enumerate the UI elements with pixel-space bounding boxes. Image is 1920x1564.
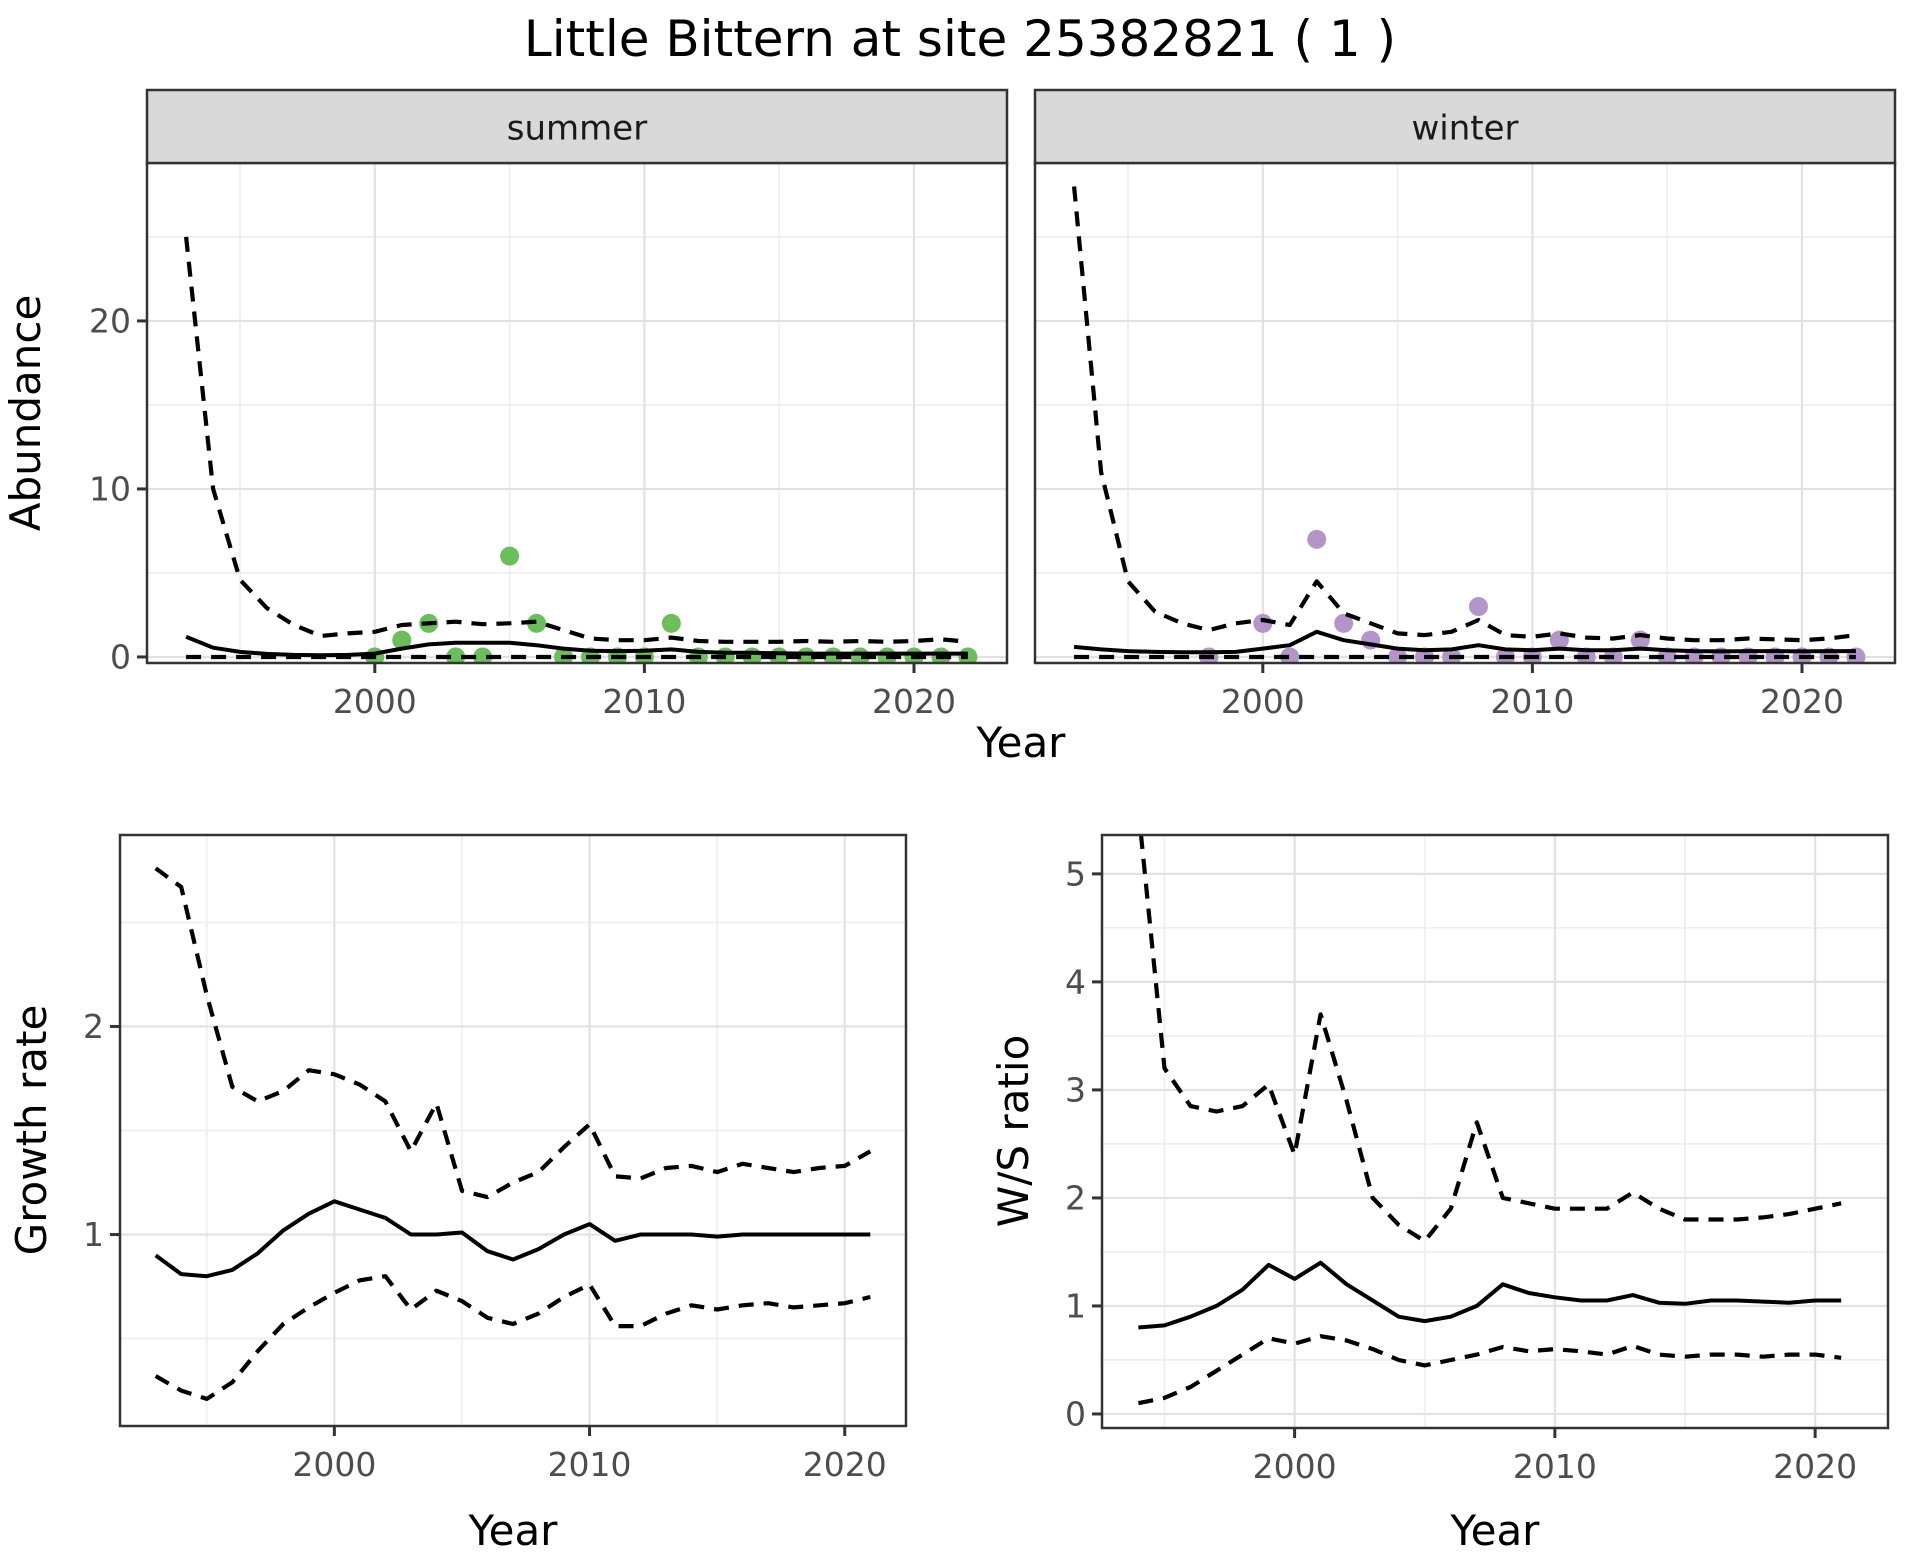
data-point	[958, 647, 978, 663]
chart-title: Little Bittern at site 25382821 ( 1 )	[523, 10, 1397, 68]
facet-strip	[1033, 88, 1897, 165]
panel-border	[118, 833, 908, 1428]
y-axis-title: W/S ratio	[989, 1035, 1038, 1228]
panel-abundance-winter: winter 2000 2010 2020	[1033, 88, 1897, 721]
mean-line	[1073, 629, 1856, 655]
data-point	[1280, 647, 1300, 663]
y-tick-label: 4	[1065, 962, 1086, 1001]
data-point	[661, 613, 681, 633]
x-tick-label: 2020	[1773, 1447, 1857, 1486]
x-tick-label: 2010	[1513, 1447, 1597, 1486]
y-tick-label: 3	[1065, 1070, 1086, 1109]
panel-growth-rate: 2000 2010 2020 1 2 Growth rate Year	[7, 833, 908, 1555]
y-tick-label: 10	[89, 469, 131, 508]
data-point	[1307, 529, 1327, 549]
data-point	[1468, 597, 1488, 617]
x-axis-title-top: Year	[976, 718, 1067, 767]
facet-strip-label: summer	[507, 109, 647, 149]
mean-line	[1138, 1260, 1842, 1330]
x-tick-label: 2010	[548, 1445, 632, 1484]
panel-background	[147, 163, 1007, 663]
x-tick-label: 2020	[1760, 682, 1844, 721]
upper-ci-line	[1138, 835, 1842, 1244]
lower-ci-line	[1137, 1334, 1842, 1406]
mean-line	[185, 634, 968, 658]
data-point	[1253, 613, 1273, 633]
x-tick-label: 2010	[1490, 682, 1574, 721]
x-tick-label: 2000	[292, 1445, 376, 1484]
x-axis-title: Year	[1450, 1506, 1541, 1555]
panel-border	[1100, 833, 1890, 1430]
x-tick-label: 2000	[1221, 682, 1305, 721]
panel-background	[1102, 835, 1888, 1428]
x-tick-label: 2020	[803, 1445, 887, 1484]
y-tick-label: 2	[83, 1007, 104, 1046]
facet-strip-label: winter	[1411, 109, 1518, 149]
upper-ci-line	[184, 236, 969, 644]
panel-background	[1035, 163, 1895, 663]
x-tick-label: 2000	[333, 682, 417, 721]
data-point	[1388, 647, 1408, 663]
y-tick-label: 20	[89, 301, 131, 340]
y-tick-label: 0	[1065, 1394, 1086, 1433]
facet-strip	[145, 88, 1009, 165]
y-tick-label: 1	[1065, 1286, 1086, 1325]
data-point	[527, 613, 547, 633]
y-tick-label: 2	[1065, 1178, 1086, 1217]
x-tick-label: 2010	[602, 682, 686, 721]
data-point	[446, 647, 466, 663]
upper-ci-line	[154, 866, 872, 1200]
y-axis-title: Growth rate	[7, 1005, 56, 1256]
lower-ci-line	[154, 1274, 871, 1401]
data-point	[1334, 613, 1354, 633]
mean-line	[154, 1199, 871, 1279]
y-tick-label: 0	[110, 637, 131, 676]
x-axis-title: Year	[468, 1506, 559, 1555]
y-tick-label: 1	[83, 1215, 104, 1254]
y-axis-title: Abundance	[1, 295, 50, 532]
panel-ws-ratio: 2000 2010 2020 0 1 2 3 4 5 W/S ratio Year	[989, 833, 1890, 1555]
data-point	[392, 630, 412, 650]
data-point	[500, 546, 520, 566]
x-tick-label: 2000	[1253, 1447, 1337, 1486]
data-point	[473, 647, 493, 663]
x-tick-label: 2020	[872, 682, 956, 721]
panel-abundance-summer: summer 2000 2010 2020 0 10 20 Abundance	[1, 88, 1009, 721]
y-tick-label: 5	[1065, 854, 1086, 893]
